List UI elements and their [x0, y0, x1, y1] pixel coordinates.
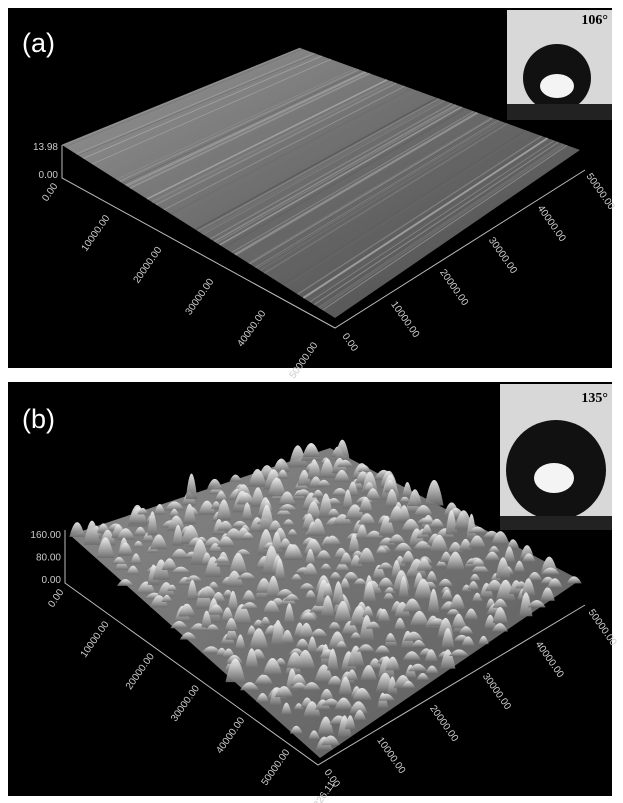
z-tick-label: 80.00 — [36, 553, 61, 564]
inset-a: 106° — [507, 10, 612, 120]
figure: 106° 135° (a) (b) 13.980.000.0010000.002… — [0, 0, 623, 803]
inset-b: 135° — [500, 384, 612, 530]
z-tick-label: 13.98 — [33, 142, 58, 153]
panel-label: (a) — [22, 28, 55, 58]
contact-angle: 135° — [581, 391, 608, 406]
z-tick-label: 160.00 — [30, 530, 61, 541]
z-tick-label: 0.00 — [39, 170, 59, 181]
panel-label: (b) — [22, 404, 55, 434]
z-tick-label: 0.00 — [42, 575, 62, 586]
contact-angle: 106° — [581, 13, 608, 28]
